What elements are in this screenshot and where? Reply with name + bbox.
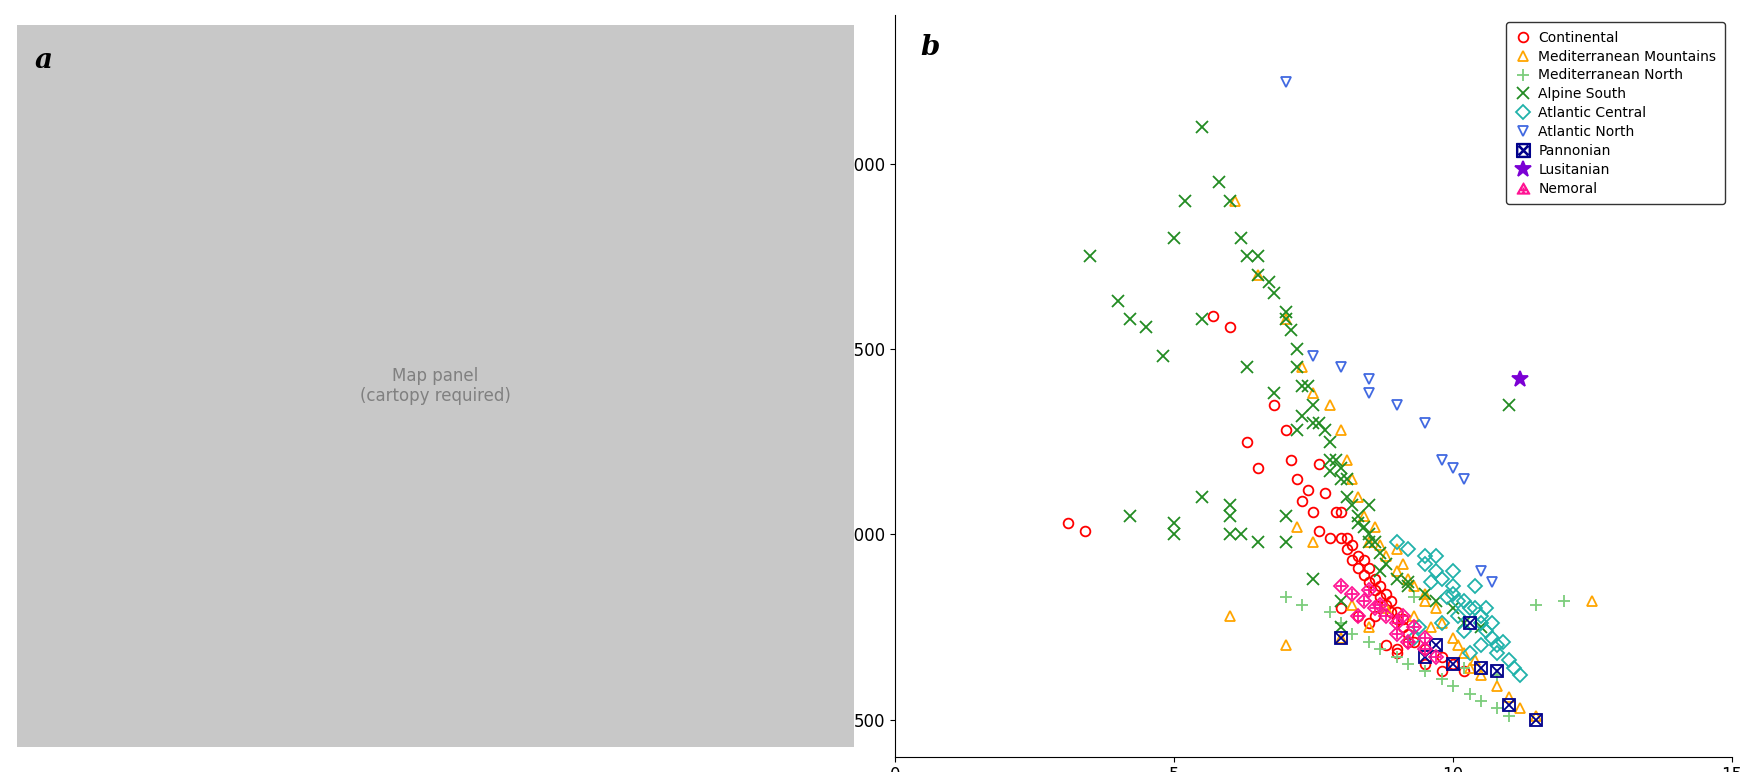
Text: a: a (35, 46, 52, 73)
Text: b: b (919, 34, 939, 61)
Y-axis label: Annual precipitation sum (mm): Annual precipitation sum (mm) (820, 245, 837, 527)
FancyBboxPatch shape (17, 25, 853, 747)
Legend: Continental, Mediterranean Mountains, Mediterranean North, Alpine South, Atlanti: Continental, Mediterranean Mountains, Me… (1505, 22, 1724, 204)
Text: Map panel
(cartopy required): Map panel (cartopy required) (360, 367, 510, 405)
